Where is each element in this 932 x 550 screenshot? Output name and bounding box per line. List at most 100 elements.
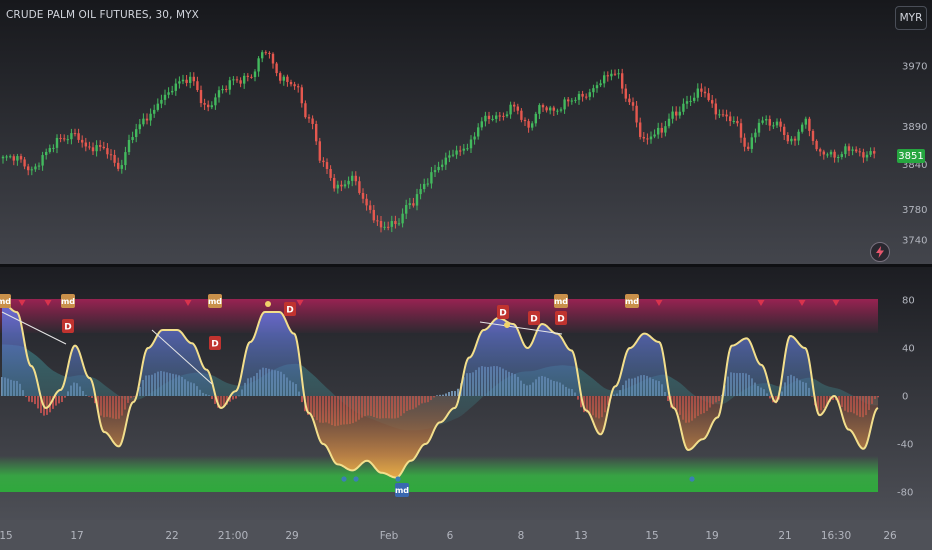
price-candle [225, 85, 228, 93]
price-candle [441, 159, 444, 171]
md-marker[interactable]: md [208, 294, 222, 308]
price-candle [37, 162, 41, 171]
price-candle [815, 139, 818, 152]
time-tick-label: 15 [0, 530, 13, 542]
trough-dot [689, 476, 695, 482]
price-candle [372, 204, 375, 223]
price-candle [207, 100, 210, 112]
price-tick-label: 3740 [902, 236, 927, 247]
svg-text:D: D [557, 315, 564, 325]
time-axis-background [0, 520, 932, 550]
price-candle [318, 137, 321, 164]
price-candle [196, 76, 199, 92]
histogram-bar [37, 396, 39, 409]
price-candle [340, 180, 343, 192]
histogram-bar [229, 396, 231, 402]
price-candle [552, 105, 555, 116]
currency-button[interactable]: MYR [895, 6, 927, 30]
price-candle [210, 101, 213, 110]
price-candle [239, 77, 242, 88]
d-marker[interactable]: D [209, 336, 221, 350]
price-candle [52, 144, 55, 153]
time-tick-label: 26 [883, 530, 897, 542]
md-marker[interactable]: md [625, 294, 639, 308]
histogram-bar [235, 396, 237, 399]
price-candle [829, 149, 833, 158]
md-marker[interactable]: md [395, 483, 409, 497]
d-marker[interactable]: D [62, 319, 74, 333]
d-marker[interactable]: D [555, 311, 567, 325]
overbought-triangle [18, 300, 26, 306]
price-candle [221, 85, 224, 94]
price-candle [365, 193, 368, 211]
price-candle [171, 85, 174, 95]
histogram-bar [211, 396, 213, 400]
price-candle [757, 118, 761, 137]
price-candle [671, 106, 674, 124]
price-candle [797, 129, 800, 146]
price-candle [88, 141, 91, 150]
price-candle [865, 151, 869, 162]
price-candle [801, 122, 804, 134]
d-marker[interactable]: D [497, 305, 509, 319]
price-candle [667, 113, 671, 129]
price-candle [477, 123, 480, 140]
md-marker[interactable]: md [554, 294, 568, 308]
price-candle [433, 164, 437, 178]
pane-divider[interactable] [0, 264, 932, 267]
md-marker[interactable]: md [61, 294, 75, 308]
price-candle [549, 105, 552, 115]
md-marker[interactable]: md [0, 294, 11, 308]
d-marker[interactable]: D [528, 311, 540, 325]
price-candle [178, 76, 181, 89]
histogram-bar [232, 396, 234, 400]
price-candle [401, 208, 404, 228]
price-candle [484, 111, 487, 127]
price-candle [585, 93, 588, 100]
price-candle [167, 87, 170, 99]
price-candle [624, 84, 627, 102]
price-candle [772, 121, 775, 130]
price-candle [675, 106, 678, 121]
price-candle [678, 106, 681, 119]
price-candle [646, 133, 649, 145]
histogram-bar [34, 396, 36, 405]
time-tick-label: 8 [518, 530, 525, 542]
histogram-bar [55, 396, 57, 406]
price-candle [505, 111, 509, 118]
price-candle [415, 188, 419, 211]
histogram-bar [457, 388, 459, 396]
price-candle [329, 165, 332, 181]
price-candle [811, 129, 815, 145]
price-candle [279, 71, 282, 84]
overbought-triangle [655, 300, 663, 306]
price-candle [63, 134, 66, 142]
time-axis: 15 17 22 21:00 29 Feb 6 8 13 15 19 21 16:30 26 [0, 530, 897, 542]
price-candle [77, 128, 80, 143]
price-candle [621, 68, 624, 94]
lightning-icon[interactable] [870, 242, 890, 262]
trough-dot [395, 476, 401, 482]
price-candle [721, 109, 725, 117]
price-candle [570, 97, 573, 105]
histogram-bar [214, 396, 216, 404]
price-candle [628, 94, 631, 106]
price-candle [23, 156, 26, 170]
price-candle [513, 101, 516, 112]
price-candle [689, 95, 692, 107]
d-marker[interactable]: D [284, 302, 296, 316]
price-candle [819, 147, 822, 157]
price-candle [747, 142, 750, 151]
price-candle [448, 150, 451, 163]
histogram-bar [64, 396, 66, 398]
price-candle [361, 188, 365, 204]
price-candle [189, 72, 192, 89]
price-candle [729, 111, 732, 127]
price-candle [473, 132, 476, 145]
price-candle [376, 215, 379, 226]
price-candle [16, 153, 19, 166]
price-candle [174, 78, 177, 96]
histogram-bar [451, 390, 453, 396]
price-candle [520, 108, 523, 123]
